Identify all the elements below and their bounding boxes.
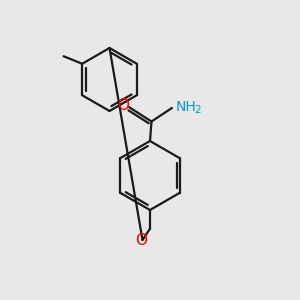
Text: 2: 2: [195, 105, 201, 115]
Text: NH: NH: [176, 100, 196, 114]
Text: O: O: [118, 98, 130, 113]
Text: O: O: [135, 233, 147, 248]
